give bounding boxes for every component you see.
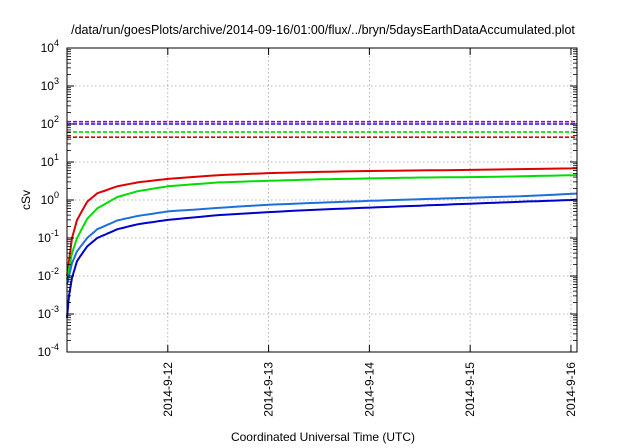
x-tick-label: 2014-9-13	[262, 362, 276, 417]
y-axis-label: cSv	[19, 190, 33, 210]
y-tick-label: 10-2	[38, 266, 59, 283]
x-tick-label: 2014-9-12	[161, 362, 175, 417]
y-tick-label: 101	[41, 152, 59, 169]
y-tick-label: 104	[41, 38, 59, 55]
x-tick-label: 2014-9-14	[362, 362, 376, 417]
y-tick-label: 10-1	[38, 228, 59, 245]
y-tick-label: 103	[41, 76, 59, 93]
chart-title: /data/run/goesPlots/archive/2014-09-16/0…	[71, 23, 575, 37]
series-line-2	[66, 174, 577, 280]
series-line-3	[66, 192, 578, 285]
x-tick-label: 2014-9-16	[564, 362, 578, 417]
x-axis-label: Coordinated Universal Time (UTC)	[231, 430, 415, 444]
x-axis: 2014-9-12 2014-9-13 2014-9-14 2014-9-15 2014…	[161, 48, 578, 417]
y-axis: 10-4 10-3 10-2 10-1 100 101 102 103 104	[38, 38, 577, 359]
series-line-4	[66, 198, 577, 318]
series-group	[66, 120, 578, 318]
y-tick-label: 10-3	[38, 304, 59, 321]
grid	[67, 48, 577, 352]
y-tick-label: 102	[41, 114, 59, 131]
y-tick-label: 10-4	[38, 342, 59, 359]
x-tick-label: 2014-9-15	[463, 362, 477, 417]
series-line-1	[66, 167, 578, 277]
y-tick-label: 100	[41, 190, 59, 207]
